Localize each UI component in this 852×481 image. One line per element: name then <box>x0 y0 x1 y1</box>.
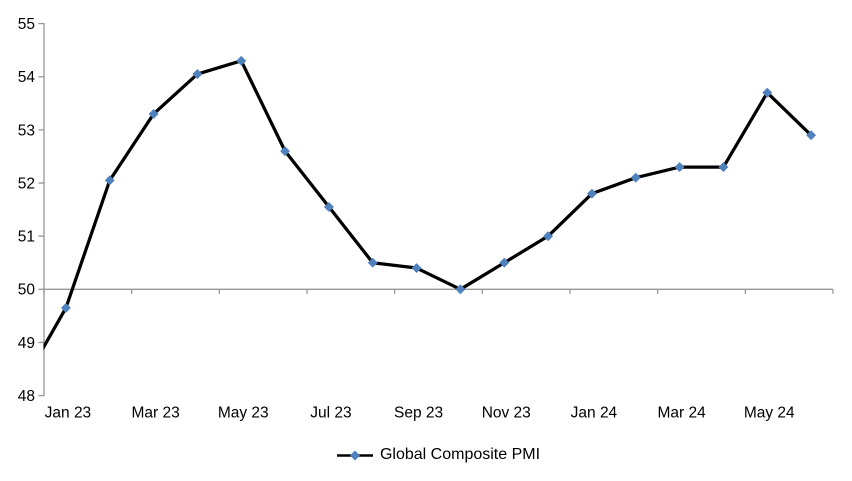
data-point-marker <box>104 175 115 186</box>
data-point-marker <box>630 172 641 183</box>
legend-label: Global Composite PMI <box>379 446 541 463</box>
y-axis-label: 50 <box>18 282 36 299</box>
data-point-marker <box>587 188 597 199</box>
y-axis-label: 54 <box>18 69 36 86</box>
chart-legend: Global Composite PMI <box>44 447 833 463</box>
data-point-marker <box>806 130 816 140</box>
data-point-marker <box>762 87 773 98</box>
data-point-marker <box>280 146 290 156</box>
pmi-line <box>43 59 813 351</box>
x-axis-label: Sep 23 <box>394 405 443 422</box>
series-global-composite-pmi <box>43 55 816 351</box>
y-axis-label: 49 <box>18 335 35 352</box>
x-axis-label: Mar 24 <box>657 405 706 422</box>
data-point-marker <box>411 263 422 273</box>
x-axis-label: Nov 23 <box>482 405 531 422</box>
y-axis-label: 53 <box>18 122 35 139</box>
x-axis-label: May 23 <box>218 405 269 422</box>
data-point-marker <box>455 284 466 295</box>
data-point-marker <box>324 202 334 212</box>
x-axis-label: May 24 <box>744 405 795 422</box>
x-axis-label: Jan 24 <box>571 405 618 422</box>
data-point-marker <box>367 257 378 268</box>
y-axis-label: 48 <box>18 388 35 405</box>
data-point-marker <box>718 162 729 172</box>
x-axis-label: Jan 23 <box>45 405 92 422</box>
data-point-marker <box>674 162 685 172</box>
y-axis-label: 55 <box>18 16 35 33</box>
legend-marker-icon <box>349 450 360 460</box>
x-axis-label: Jul 23 <box>310 405 351 422</box>
legend-sample <box>336 450 373 460</box>
data-point-marker <box>236 55 247 66</box>
data-point-marker <box>192 69 203 79</box>
data-point-marker <box>61 303 71 313</box>
y-axis-label: 52 <box>18 175 35 192</box>
y-axis-label: 51 <box>18 229 35 246</box>
x-axis-label: Mar 23 <box>131 405 179 422</box>
data-point-marker <box>499 257 510 268</box>
data-point-marker <box>148 109 159 119</box>
data-point-marker <box>543 231 553 241</box>
